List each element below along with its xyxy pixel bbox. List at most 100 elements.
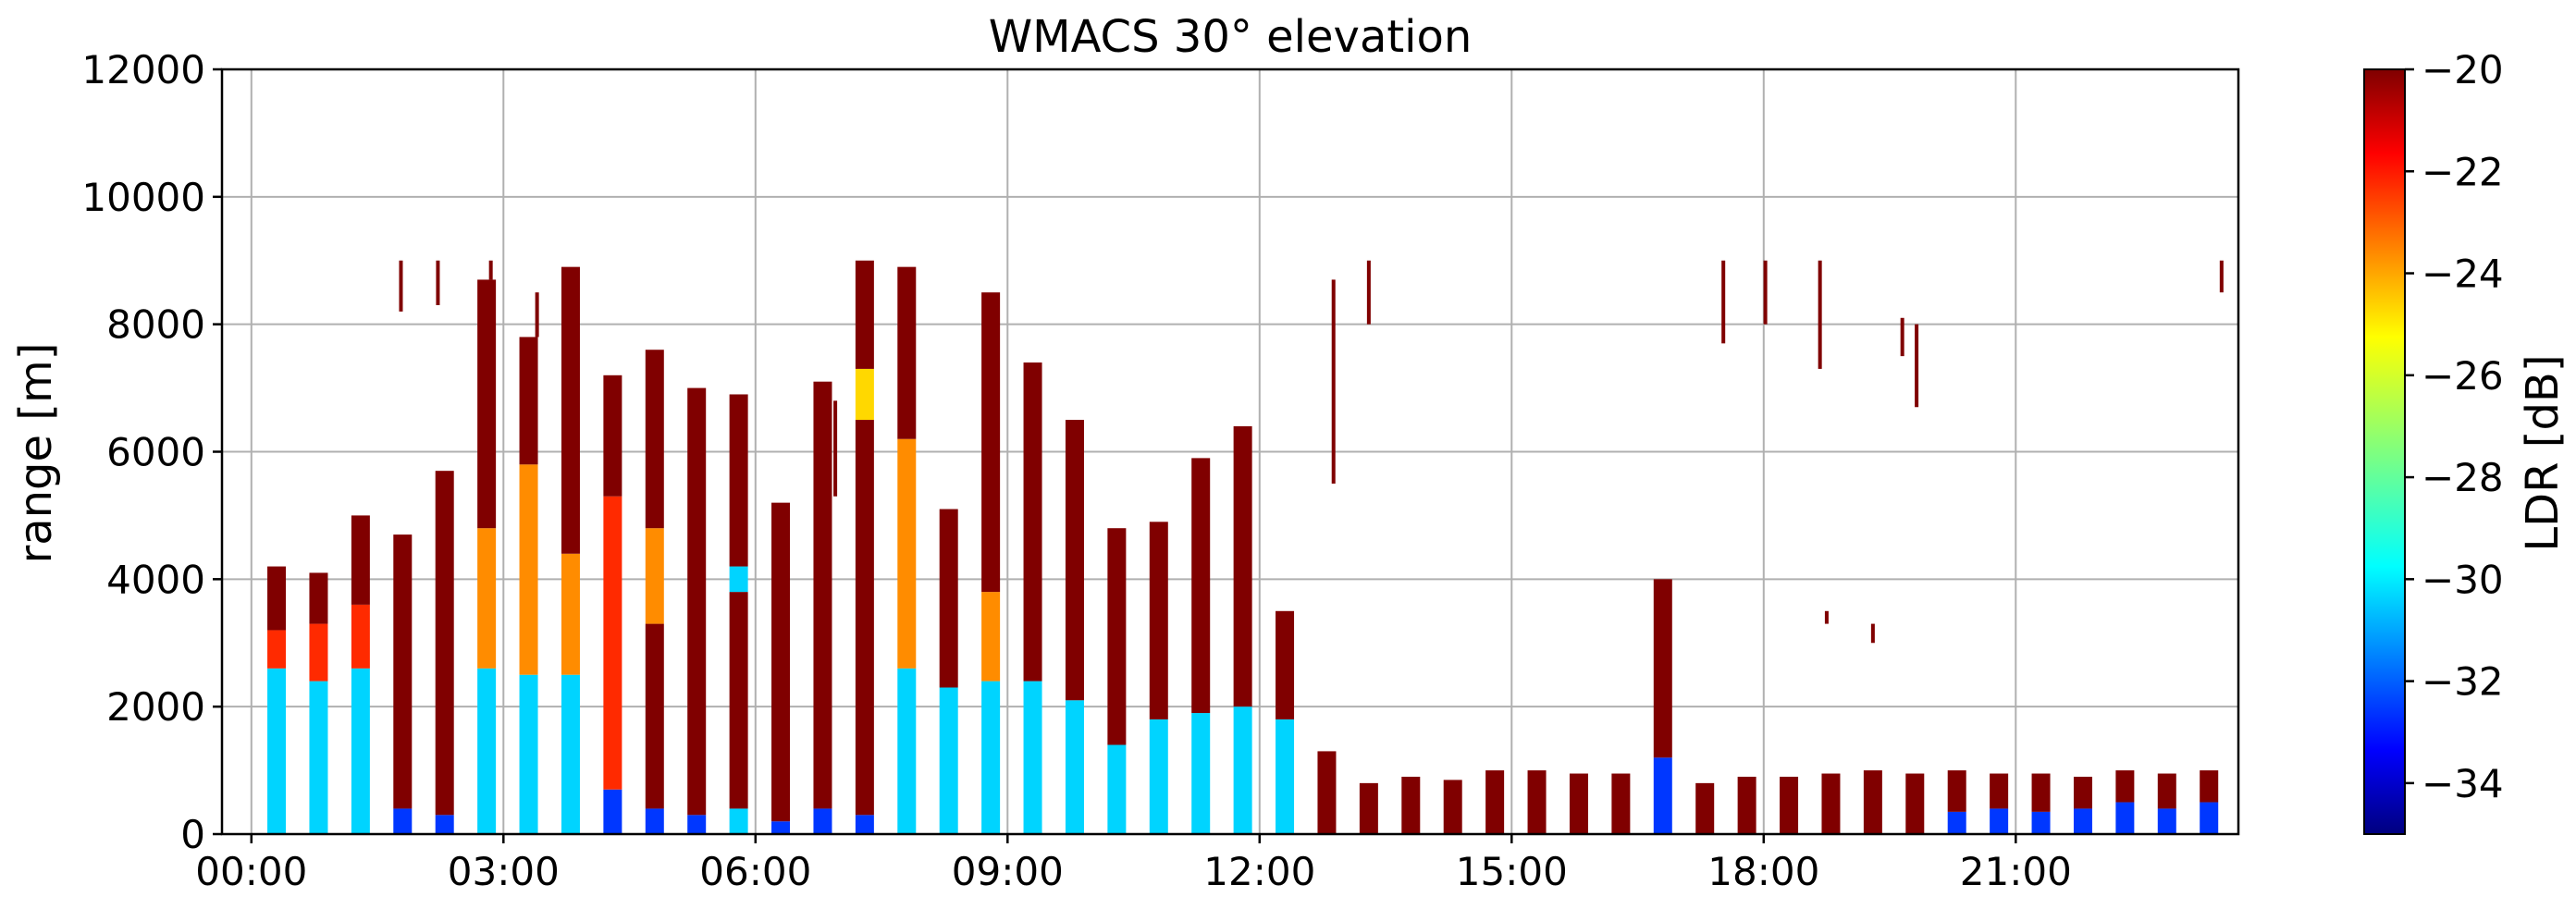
ldr-profile-band bbox=[309, 572, 328, 624]
ldr-profile-band bbox=[477, 668, 497, 834]
ldr-profile-band bbox=[1023, 362, 1042, 682]
ldr-profile-band bbox=[435, 471, 454, 816]
ldr-profile-band bbox=[1947, 770, 1966, 812]
ldr-profile-band bbox=[603, 789, 622, 834]
ldr-profile-band bbox=[981, 592, 1001, 682]
chart-title: WMACS 30° elevation bbox=[989, 11, 1473, 63]
ldr-profile-band bbox=[981, 292, 1001, 593]
plot-area bbox=[222, 68, 2238, 835]
ldr-profile-band bbox=[1695, 782, 1715, 834]
ldr-fragment bbox=[1915, 324, 1919, 408]
y-tick-label: 8000 bbox=[106, 302, 205, 348]
ldr-profile-band bbox=[645, 528, 664, 624]
ldr-profile-band bbox=[729, 592, 748, 809]
ldr-profile-band bbox=[855, 815, 874, 834]
ldr-profile-band bbox=[2157, 808, 2176, 834]
x-tick-label: 21:00 bbox=[1960, 849, 2072, 894]
ldr-profile-band bbox=[1653, 757, 1672, 834]
ldr-profile-band bbox=[813, 381, 832, 809]
ldr-profile-band bbox=[435, 815, 454, 834]
y-axis-label: range [m] bbox=[10, 342, 62, 563]
ldr-profile-band bbox=[855, 420, 874, 816]
ldr-profile-band bbox=[2115, 770, 2135, 803]
y-tick-label: 12000 bbox=[81, 47, 205, 92]
ldr-profile-band bbox=[1947, 811, 1966, 834]
x-tick-label: 18:00 bbox=[1707, 849, 1819, 894]
ldr-profile-band bbox=[1359, 782, 1378, 834]
ldr-profile-band bbox=[1149, 522, 1168, 719]
ldr-profile-band bbox=[561, 553, 580, 675]
colorbar-tick-label: −28 bbox=[2422, 455, 2504, 500]
ldr-profile-band bbox=[1401, 776, 1421, 834]
ldr-profile-band bbox=[2073, 776, 2092, 809]
ldr-fragment bbox=[1900, 317, 1904, 357]
ldr-fragment bbox=[436, 260, 440, 305]
ldr-profile-band bbox=[1905, 773, 1925, 834]
ldr-profile-band bbox=[1443, 780, 1462, 834]
ldr-profile-band bbox=[519, 464, 538, 675]
ldr-fragment bbox=[1331, 279, 1336, 484]
ldr-profile-band bbox=[267, 668, 287, 834]
ldr-profile-band bbox=[519, 337, 538, 465]
colorbar-gradient bbox=[2363, 68, 2406, 835]
axes: 00:00 03:00 06:00 09:00 12:00 15:00 18:00 21:00… bbox=[81, 47, 2240, 894]
ldr-profile-band bbox=[1233, 706, 1252, 834]
ldr-profile-band bbox=[1191, 458, 1211, 714]
ldr-fragment bbox=[2219, 260, 2224, 293]
ldr-profile-band bbox=[1485, 770, 1505, 834]
ldr-profile-band bbox=[1863, 770, 1882, 834]
ldr-profile-band bbox=[2200, 770, 2219, 803]
ldr-profile-band bbox=[813, 808, 832, 834]
ldr-fragment bbox=[399, 260, 403, 312]
ldr-profile-band bbox=[1527, 770, 1547, 834]
ldr-profile-band bbox=[1780, 776, 1799, 834]
ldr-fragment bbox=[1824, 610, 1829, 624]
ldr-profile-band bbox=[477, 279, 497, 529]
ldr-profile-band bbox=[1107, 528, 1127, 745]
y-tick-label: 0 bbox=[180, 812, 205, 857]
ldr-profile-band bbox=[2157, 773, 2176, 809]
ldr-fragment bbox=[535, 292, 539, 338]
ldr-fragment bbox=[1721, 260, 1726, 344]
ldr-profile-band bbox=[2031, 773, 2051, 812]
ldr-profile-band bbox=[519, 674, 538, 834]
ldr-profile-band bbox=[1107, 744, 1127, 834]
ldr-profile-band bbox=[1611, 773, 1631, 834]
ldr-profile-band bbox=[1737, 776, 1756, 834]
ldr-profile-band bbox=[603, 375, 622, 497]
ldr-profile-band bbox=[939, 687, 958, 834]
ldr-profile-band bbox=[2200, 802, 2219, 834]
ldr-profile-band bbox=[393, 808, 413, 834]
ldr-profile-band bbox=[1065, 420, 1084, 701]
ldr-profile-band bbox=[1821, 773, 1841, 834]
y-tick-label: 4000 bbox=[106, 557, 205, 602]
ldr-profile-band bbox=[1233, 425, 1252, 707]
x-tick-label: 15:00 bbox=[1456, 849, 1568, 894]
colorbar-tick-label: −22 bbox=[2422, 149, 2504, 194]
ldr-profile-band bbox=[267, 566, 287, 631]
ldr-profile-band bbox=[771, 821, 791, 834]
ldr-profile-band bbox=[1990, 773, 2009, 809]
ldr-fragment bbox=[1818, 260, 1822, 369]
ldr-profile-band bbox=[897, 668, 917, 834]
ldr-profile-band bbox=[561, 266, 580, 554]
ldr-fragment bbox=[1870, 623, 1875, 644]
ldr-profile-band bbox=[645, 623, 664, 809]
ldr-fragment bbox=[488, 260, 493, 280]
ldr-profile-band bbox=[393, 534, 413, 809]
ldr-profile-band bbox=[687, 815, 707, 834]
ldr-profile-band bbox=[1276, 610, 1295, 719]
ldr-profile-band bbox=[687, 387, 707, 816]
ldr-profile-band bbox=[351, 604, 370, 669]
colorbar-tick-label: −24 bbox=[2422, 252, 2504, 297]
ldr-fragment bbox=[1763, 260, 1768, 325]
colorbar-label: LDR [dB] bbox=[2517, 354, 2569, 551]
x-tick-label: 03:00 bbox=[448, 849, 560, 894]
ldr-profile-band bbox=[1065, 700, 1084, 834]
ldr-profile-band bbox=[1569, 773, 1588, 834]
colorbar-tick-label: −26 bbox=[2422, 353, 2504, 399]
colorbar-tick-label: −32 bbox=[2422, 659, 2504, 705]
ldr-profile-band bbox=[771, 502, 791, 822]
ldr-profile-band bbox=[267, 630, 287, 669]
